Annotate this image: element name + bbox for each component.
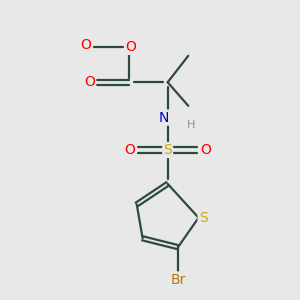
Text: O: O	[124, 143, 135, 157]
Text: O: O	[84, 75, 95, 89]
Text: N: N	[159, 111, 169, 124]
Text: S: S	[163, 143, 172, 157]
Text: H: H	[187, 120, 195, 130]
Text: O: O	[200, 143, 211, 157]
Text: O: O	[80, 38, 91, 52]
Text: S: S	[199, 211, 207, 225]
Text: Br: Br	[170, 273, 186, 286]
Text: O: O	[125, 40, 136, 54]
